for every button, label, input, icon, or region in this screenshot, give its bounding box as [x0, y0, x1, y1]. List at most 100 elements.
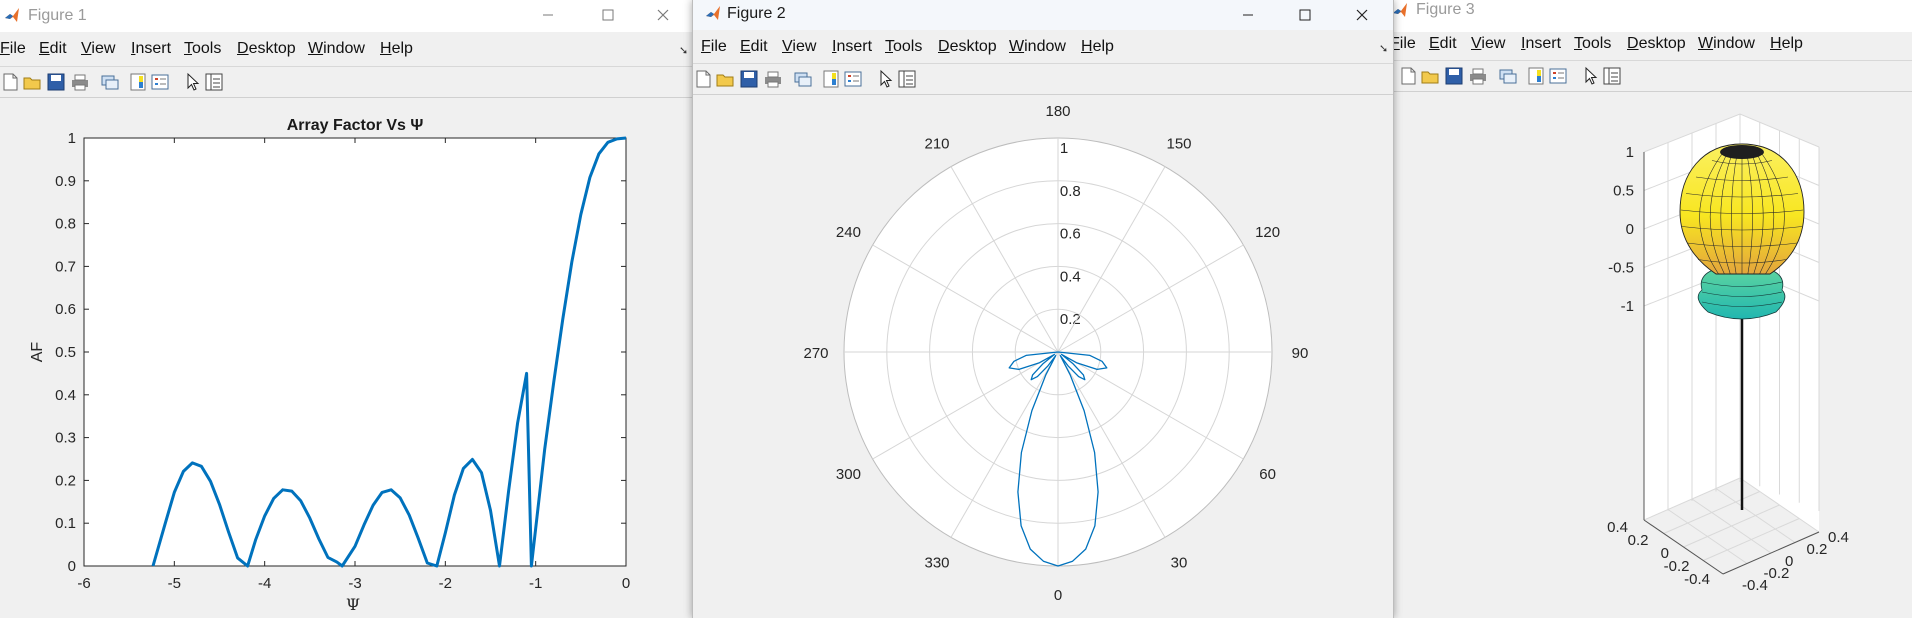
close-button[interactable]	[1339, 0, 1385, 30]
lower-lobe-surface	[1697, 269, 1786, 320]
dock-arrow-icon[interactable]: ➘	[679, 45, 689, 57]
theta-tick-label: 60	[1259, 466, 1276, 483]
menu-window[interactable]: Window	[308, 40, 365, 57]
print-button[interactable]	[762, 68, 784, 90]
menu-tools[interactable]: Tools	[184, 40, 222, 57]
property-inspector-button[interactable]	[896, 68, 918, 90]
colorbar-icon	[823, 70, 839, 88]
link-plot-button[interactable]	[792, 68, 814, 90]
menu-help[interactable]: Help	[1081, 38, 1114, 55]
theta-grid-line	[950, 351, 1059, 538]
r-tick-label: 0.2	[1060, 311, 1081, 328]
x-tick-label: -4	[258, 575, 271, 592]
edit-plot-button[interactable]	[1579, 65, 1601, 87]
colorbar-button[interactable]	[820, 68, 842, 90]
close-button[interactable]	[640, 0, 686, 30]
menu-tools[interactable]: Tools	[1574, 35, 1612, 52]
axis-edge	[1643, 519, 1724, 575]
y-tick-label: 0.1	[55, 515, 76, 532]
menu-edit[interactable]: Edit	[39, 40, 67, 57]
legend-button[interactable]	[1547, 65, 1569, 87]
save-button[interactable]	[738, 68, 760, 90]
menu-window[interactable]: Window	[1009, 38, 1066, 55]
property-inspector-button[interactable]	[203, 71, 225, 93]
legend-button[interactable]	[842, 68, 864, 90]
open-file-button[interactable]	[1419, 65, 1441, 87]
maximize-icon	[602, 9, 614, 21]
link-plot-button[interactable]	[1497, 65, 1519, 87]
menu-window[interactable]: Window	[1698, 35, 1755, 52]
r-tick-label: 0.8	[1060, 183, 1081, 200]
window-title: Figure 3	[1416, 1, 1475, 18]
y-axis-label: AF	[29, 342, 46, 363]
new-figure-icon	[696, 70, 711, 88]
x-tick-label: -5	[168, 575, 181, 592]
y-tick-label: 0.9	[55, 173, 76, 190]
save-button[interactable]	[45, 71, 67, 93]
dock-arrow-icon[interactable]: ➘	[1379, 43, 1389, 55]
theta-grid-line	[1057, 351, 1244, 460]
maximize-button[interactable]	[585, 0, 631, 30]
y-tick-label: 0.5	[55, 344, 76, 361]
menu-file[interactable]: File	[1390, 35, 1416, 52]
menu-insert[interactable]: Insert	[131, 40, 172, 57]
edit-plot-button[interactable]	[181, 71, 203, 93]
link-plot-button[interactable]	[99, 71, 121, 93]
surface-mesh-line	[1699, 147, 1727, 275]
menu-insert[interactable]: Insert	[1521, 35, 1562, 52]
theta-grid-line	[1057, 351, 1166, 538]
menu-view[interactable]: View	[1471, 35, 1506, 52]
menu-file[interactable]: File	[701, 38, 727, 55]
y-tick-label: 0.6	[55, 301, 76, 318]
new-figure-button[interactable]	[693, 68, 714, 90]
colorbar-button[interactable]	[1525, 65, 1547, 87]
figure-2-window[interactable]: Figure 2 File Edit View Insert Tools Des…	[692, 0, 1394, 618]
print-button[interactable]	[1467, 65, 1489, 87]
menu-desktop[interactable]: Desktop	[1627, 35, 1686, 52]
figure-1-window[interactable]: Figure 1 File Edit View Insert Tools Des…	[0, 0, 693, 618]
figure-canvas: 0.2 0.4 0.6 0.8 1 0 30 60 90 120 150 180 210 240 270 30…	[693, 95, 1393, 618]
menu-view[interactable]: View	[81, 40, 116, 57]
new-figure-button[interactable]	[0, 71, 21, 93]
y-tick-label: 0.8	[55, 216, 76, 233]
array-factor-plot: -6 -5 -4 -3 -2 -1 0 0 0.1 0.2 0.3 0.4 0.5 0.6 0.7 0.8 0.…	[29, 117, 630, 614]
save-icon	[1445, 67, 1463, 85]
menu-edit[interactable]: Edit	[1429, 35, 1457, 52]
edit-plot-icon	[187, 72, 200, 91]
menu-help[interactable]: Help	[1770, 35, 1803, 52]
theta-grid-line	[950, 166, 1059, 353]
title-bar[interactable]: Figure 1	[0, 0, 693, 32]
legend-button[interactable]	[149, 71, 171, 93]
x-axis-label: Ψ	[346, 595, 360, 614]
new-figure-icon	[3, 73, 18, 91]
figure-3-window[interactable]: Figure 3 File Edit View Insert Tools Des…	[1390, 0, 1912, 618]
new-figure-button[interactable]	[1397, 65, 1419, 87]
open-file-button[interactable]	[714, 68, 736, 90]
close-icon	[1356, 9, 1368, 21]
menu-desktop[interactable]: Desktop	[938, 38, 997, 55]
property-inspector-button[interactable]	[1601, 65, 1623, 87]
menu-edit[interactable]: Edit	[740, 38, 768, 55]
theta-tick-label: 90	[1292, 345, 1309, 362]
save-button[interactable]	[1443, 65, 1465, 87]
property-inspector-icon	[898, 70, 916, 88]
menu-view[interactable]: View	[782, 38, 817, 55]
menu-file[interactable]: File	[0, 40, 26, 57]
theta-tick-label: 30	[1171, 555, 1188, 572]
edit-plot-button[interactable]	[874, 68, 896, 90]
minimize-button[interactable]	[1225, 0, 1271, 30]
colorbar-button[interactable]	[127, 71, 149, 93]
open-file-button[interactable]	[21, 71, 43, 93]
menu-tools[interactable]: Tools	[885, 38, 923, 55]
title-bar[interactable]: Figure 3	[1390, 0, 1912, 32]
menu-help[interactable]: Help	[380, 40, 413, 57]
surface-mesh-line	[1745, 147, 1753, 275]
y-tick-label: 0.4	[55, 387, 76, 404]
r-tick-label: 1	[1060, 140, 1068, 157]
title-bar[interactable]: Figure 2	[693, 0, 1393, 30]
maximize-button[interactable]	[1282, 0, 1328, 30]
menu-desktop[interactable]: Desktop	[237, 40, 296, 57]
print-button[interactable]	[69, 71, 91, 93]
minimize-button[interactable]	[525, 0, 571, 30]
menu-insert[interactable]: Insert	[832, 38, 873, 55]
